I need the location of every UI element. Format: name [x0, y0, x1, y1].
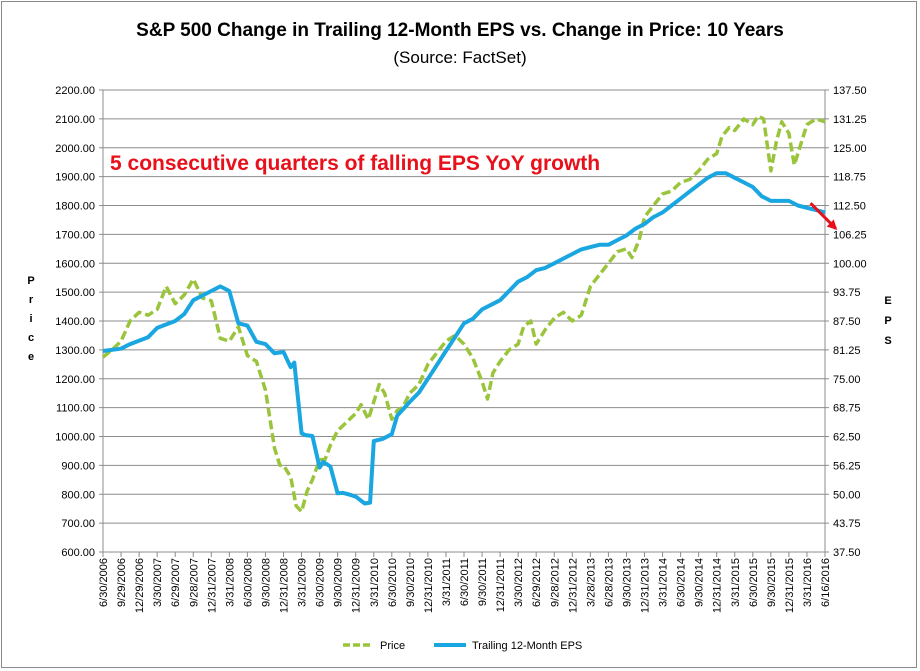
x-tick-label: 3/30/2007: [152, 558, 164, 607]
y-left-tick-label: 1100.00: [56, 403, 95, 415]
x-tick-label: 3/31/2010: [369, 558, 381, 607]
y-right-tick-label: 50.00: [833, 489, 861, 501]
y-left-axis-label-letter: r: [29, 294, 34, 306]
x-tick-label: 9/28/2012: [549, 558, 561, 607]
y-left-tick-label: 1700.00: [55, 229, 95, 241]
x-tick-label: 3/28/2013: [585, 558, 597, 607]
y-right-tick-label: 125.00: [833, 143, 867, 155]
x-tick-label: 12/31/2014: [712, 558, 724, 613]
x-tick-label: 3/31/2014: [658, 558, 670, 607]
x-tick-label: 12/31/2012: [567, 558, 579, 613]
y-right-tick-label: 37.50: [833, 547, 861, 559]
series-line-price: [101, 114, 826, 514]
y-right-tick-label: 87.50: [833, 316, 861, 328]
x-tick-label: 6/30/2014: [676, 558, 688, 607]
y-left-tick-label: 1600.00: [55, 258, 95, 270]
x-tick-label: 9/29/2006: [116, 558, 128, 607]
y-left-tick-label: 1400.00: [55, 316, 95, 328]
series-line-trailing-12-month-eps: [102, 171, 826, 506]
y-right-axis-label-letter: P: [884, 315, 891, 327]
x-tick-label: 6/30/2009: [315, 558, 327, 607]
y-left-axis-label-letter: c: [28, 332, 34, 344]
x-tick-label: 12/31/2008: [279, 558, 291, 613]
x-tick-label: 3/30/2012: [513, 558, 525, 607]
y-right-tick-label: 81.25: [833, 345, 861, 357]
y-right-tick-label: 131.25: [833, 114, 867, 126]
x-tick-label: 6/30/2011: [459, 558, 471, 606]
x-tick-label: 6/30/2015: [748, 558, 760, 607]
y-left-tick-label: 1000.00: [55, 432, 95, 444]
x-tick-label: 12/29/2006: [134, 558, 146, 613]
chart-title: S&P 500 Change in Trailing 12-Month EPS …: [136, 20, 784, 41]
annotation-text: 5 consecutive quarters of falling EPS Yo…: [110, 152, 600, 175]
y-left-axis-label-letter: i: [29, 313, 32, 325]
x-tick-label: 6/29/2007: [170, 558, 182, 607]
y-left-tick-label: 1500.00: [55, 287, 95, 299]
x-tick-label: 9/30/2015: [766, 558, 778, 607]
y-left-tick-label: 900.00: [61, 460, 95, 472]
x-tick-label: 9/28/2007: [188, 558, 200, 607]
y-right-tick-label: 100.00: [833, 258, 867, 270]
x-tick-label: 12/31/2015: [784, 558, 796, 613]
x-tick-label: 12/31/2010: [423, 558, 435, 613]
y-left-tick-label: 600.00: [61, 547, 95, 559]
y-right-tick-label: 118.75: [833, 172, 866, 184]
y-right-tick-label: 106.25: [833, 229, 867, 241]
y-right-tick-label: 43.75: [833, 518, 861, 530]
x-tick-label: 3/31/2016: [802, 558, 814, 607]
x-tick-label: 6/30/2010: [387, 558, 399, 607]
legend-label: Trailing 12-Month EPS: [472, 640, 582, 652]
x-tick-label: 9/30/2009: [333, 558, 345, 607]
y-left-axis-label-letter: e: [28, 351, 34, 363]
x-tick-label: 9/30/2014: [694, 558, 706, 607]
x-tick-label: 3/31/2009: [297, 558, 309, 607]
y-left-tick-label: 2100.00: [55, 114, 95, 126]
x-tick-label: 12/31/2011: [495, 558, 507, 612]
x-tick-label: 9/30/2013: [621, 558, 633, 607]
y-left-tick-label: 1200.00: [55, 374, 95, 386]
chart-subtitle: (Source: FactSet): [393, 48, 527, 67]
y-left-tick-label: 1800.00: [55, 201, 95, 213]
y-left-axis-label-letter: P: [27, 275, 34, 287]
x-tick-label: 6/16/2016: [820, 558, 832, 607]
x-tick-label: 6/29/2012: [531, 558, 543, 607]
y-left-tick-label: 800.00: [61, 489, 95, 501]
x-tick-label: 6/30/2008: [242, 558, 254, 607]
x-tick-label: 9/30/2008: [260, 558, 272, 607]
y-right-tick-label: 62.50: [833, 432, 861, 444]
y-right-axis-label-letter: S: [884, 335, 891, 347]
y-left-tick-label: 2000.00: [55, 143, 95, 155]
x-tick-label: 12/31/2007: [206, 558, 218, 613]
y-left-tick-label: 700.00: [61, 518, 95, 530]
x-tick-label: 6/30/2006: [98, 558, 110, 607]
x-tick-label: 9/30/2010: [405, 558, 417, 607]
legend-label: Price: [380, 640, 405, 652]
x-tick-label: 3/31/2011: [441, 558, 453, 606]
y-left-tick-label: 1900.00: [55, 172, 95, 184]
x-tick-label: 12/31/2013: [640, 558, 652, 613]
y-right-tick-label: 56.25: [833, 460, 861, 472]
y-right-tick-label: 68.75: [833, 403, 861, 415]
y-right-tick-label: 137.50: [833, 85, 867, 97]
x-tick-label: 12/31/2009: [351, 558, 363, 613]
x-tick-label: 9/30/2011: [477, 558, 489, 606]
y-right-tick-label: 93.75: [833, 287, 861, 299]
x-tick-label: 3/31/2015: [730, 558, 742, 607]
x-tick-label: 3/31/2008: [224, 558, 236, 607]
y-right-tick-label: 112.50: [833, 201, 866, 213]
y-right-tick-label: 75.00: [833, 374, 861, 386]
y-left-tick-label: 1300.00: [55, 345, 95, 357]
y-left-tick-label: 2200.00: [55, 85, 95, 97]
annotation-arrow: [809, 202, 838, 231]
y-right-axis-label-letter: E: [884, 295, 891, 307]
x-tick-label: 6/28/2013: [603, 558, 615, 607]
